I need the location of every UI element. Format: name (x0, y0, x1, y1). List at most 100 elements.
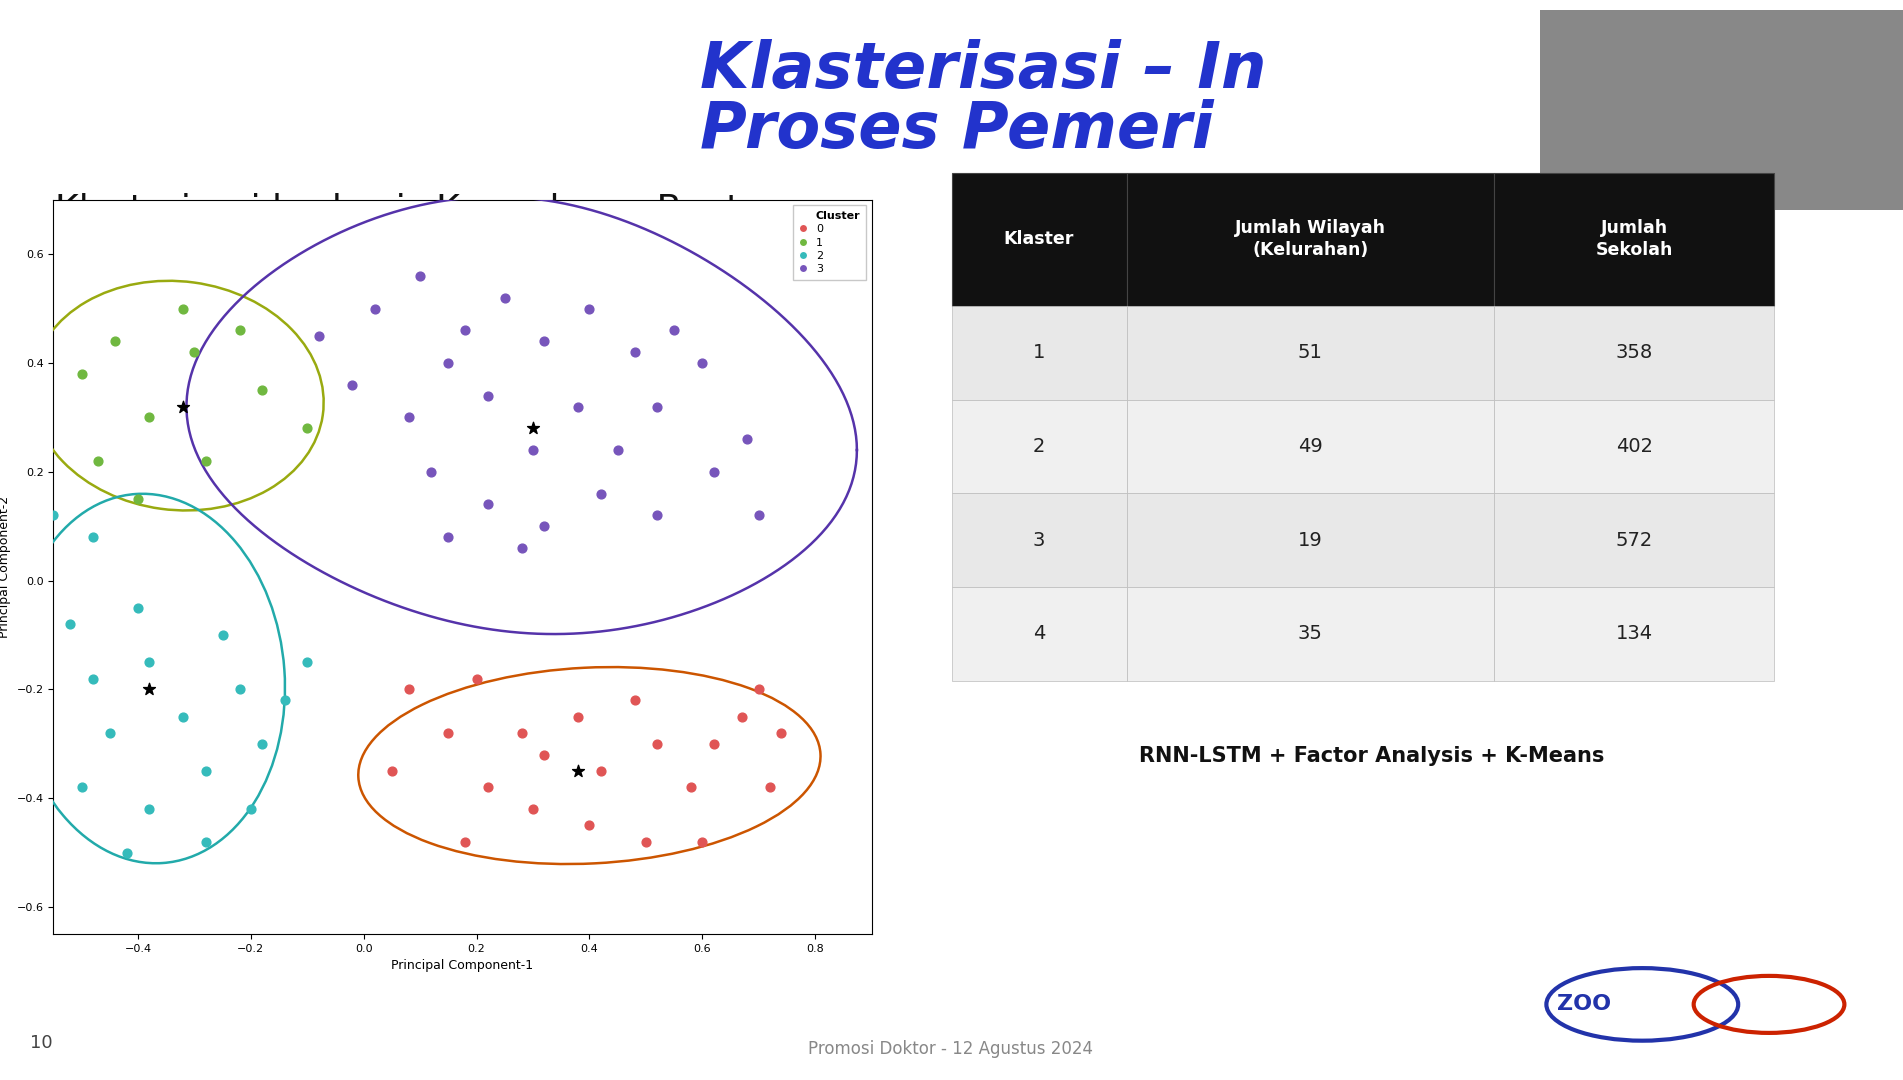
Text: ZOO: ZOO (1557, 995, 1612, 1014)
Point (563, 762, 594, 780)
Y-axis label: Principal Component-2: Principal Component-2 (0, 496, 11, 638)
Point (698, 463, 729, 481)
Point (676, 779, 706, 796)
Point (472, 387, 502, 404)
Point (394, 408, 424, 426)
Point (744, 507, 775, 524)
Point (472, 779, 502, 796)
Point (434, 354, 464, 372)
Text: 10: 10 (30, 1034, 53, 1052)
Text: 134: 134 (1616, 624, 1654, 644)
Point (529, 746, 559, 764)
Text: Elektro ITS: Elektro ITS (1579, 187, 1661, 202)
Point (207, 626, 238, 644)
FancyBboxPatch shape (1127, 494, 1494, 588)
Point (405, 268, 436, 285)
Point (461, 670, 491, 687)
Point (122, 490, 152, 508)
Text: RNN-LSTM + Factor Analysis + K-Means: RNN-LSTM + Factor Analysis + K-Means (1140, 746, 1604, 766)
Point (434, 528, 464, 545)
Legend: Cluster, 0, 1, 2, 3: Cluster, 0, 1, 2, 3 (792, 205, 866, 280)
FancyBboxPatch shape (952, 306, 1127, 400)
Point (291, 653, 322, 671)
Point (687, 833, 717, 850)
Text: 35: 35 (1298, 624, 1323, 644)
Point (586, 485, 617, 502)
Text: Proses Pemeri: Proses Pemeri (700, 99, 1214, 161)
Point (190, 453, 221, 470)
Point (167, 397, 198, 415)
Point (38, 507, 69, 524)
Text: 358: 358 (1616, 343, 1654, 362)
Point (518, 442, 548, 459)
Point (641, 507, 672, 524)
Point (179, 343, 209, 361)
Point (167, 300, 198, 318)
Point (303, 327, 333, 345)
Point (687, 354, 717, 372)
Text: 49: 49 (1298, 437, 1323, 456)
Point (755, 779, 786, 796)
Point (225, 322, 255, 339)
Point (247, 381, 278, 399)
FancyBboxPatch shape (1127, 400, 1494, 494)
Point (101, 333, 131, 350)
Point (449, 322, 480, 339)
Point (518, 800, 548, 818)
Text: 402: 402 (1616, 437, 1654, 456)
Point (133, 680, 164, 698)
X-axis label: Principal Component-1: Principal Component-1 (392, 959, 533, 972)
Point (270, 691, 301, 708)
Point (21, 562, 51, 579)
Point (360, 300, 390, 318)
Text: Klasterisasi berbasis Kecerdasan Buatan: Klasterisasi berbasis Kecerdasan Buatan (55, 193, 786, 227)
Point (506, 539, 537, 556)
Point (767, 725, 797, 742)
Point (133, 408, 164, 426)
Point (472, 496, 502, 513)
Point (78, 528, 108, 545)
Point (563, 708, 594, 726)
Point (529, 517, 559, 535)
FancyBboxPatch shape (952, 494, 1127, 588)
Text: 19: 19 (1298, 530, 1323, 550)
Point (67, 365, 97, 382)
Point (489, 289, 520, 307)
Point (434, 725, 464, 742)
Text: 3: 3 (1033, 530, 1045, 550)
Point (529, 333, 559, 350)
Text: Jumlah Wilayah
(Kelurahan): Jumlah Wilayah (Kelurahan) (1235, 219, 1385, 259)
FancyBboxPatch shape (952, 400, 1127, 494)
Text: 1: 1 (1033, 343, 1045, 362)
FancyBboxPatch shape (1494, 400, 1774, 494)
Point (190, 833, 221, 850)
FancyBboxPatch shape (1494, 494, 1774, 588)
Point (84, 453, 114, 470)
Point (78, 670, 108, 687)
Point (744, 680, 775, 698)
Point (377, 762, 407, 780)
Point (563, 397, 594, 415)
FancyBboxPatch shape (1127, 588, 1494, 680)
Point (190, 762, 221, 780)
Point (67, 779, 97, 796)
FancyBboxPatch shape (1494, 306, 1774, 400)
Point (247, 735, 278, 753)
Point (603, 442, 634, 459)
Point (112, 843, 143, 861)
Text: 2: 2 (1033, 437, 1045, 456)
Point (10, 616, 40, 633)
Point (337, 376, 367, 393)
Point (449, 833, 480, 850)
Point (518, 420, 548, 437)
FancyBboxPatch shape (1127, 306, 1494, 400)
Point (55, 616, 86, 633)
Point (95, 725, 126, 742)
FancyBboxPatch shape (1540, 10, 1903, 210)
Text: Jumlah
Sekolah: Jumlah Sekolah (1595, 219, 1673, 259)
Point (618, 691, 649, 708)
Point (167, 708, 198, 726)
Point (641, 735, 672, 753)
Point (630, 833, 660, 850)
Point (506, 725, 537, 742)
